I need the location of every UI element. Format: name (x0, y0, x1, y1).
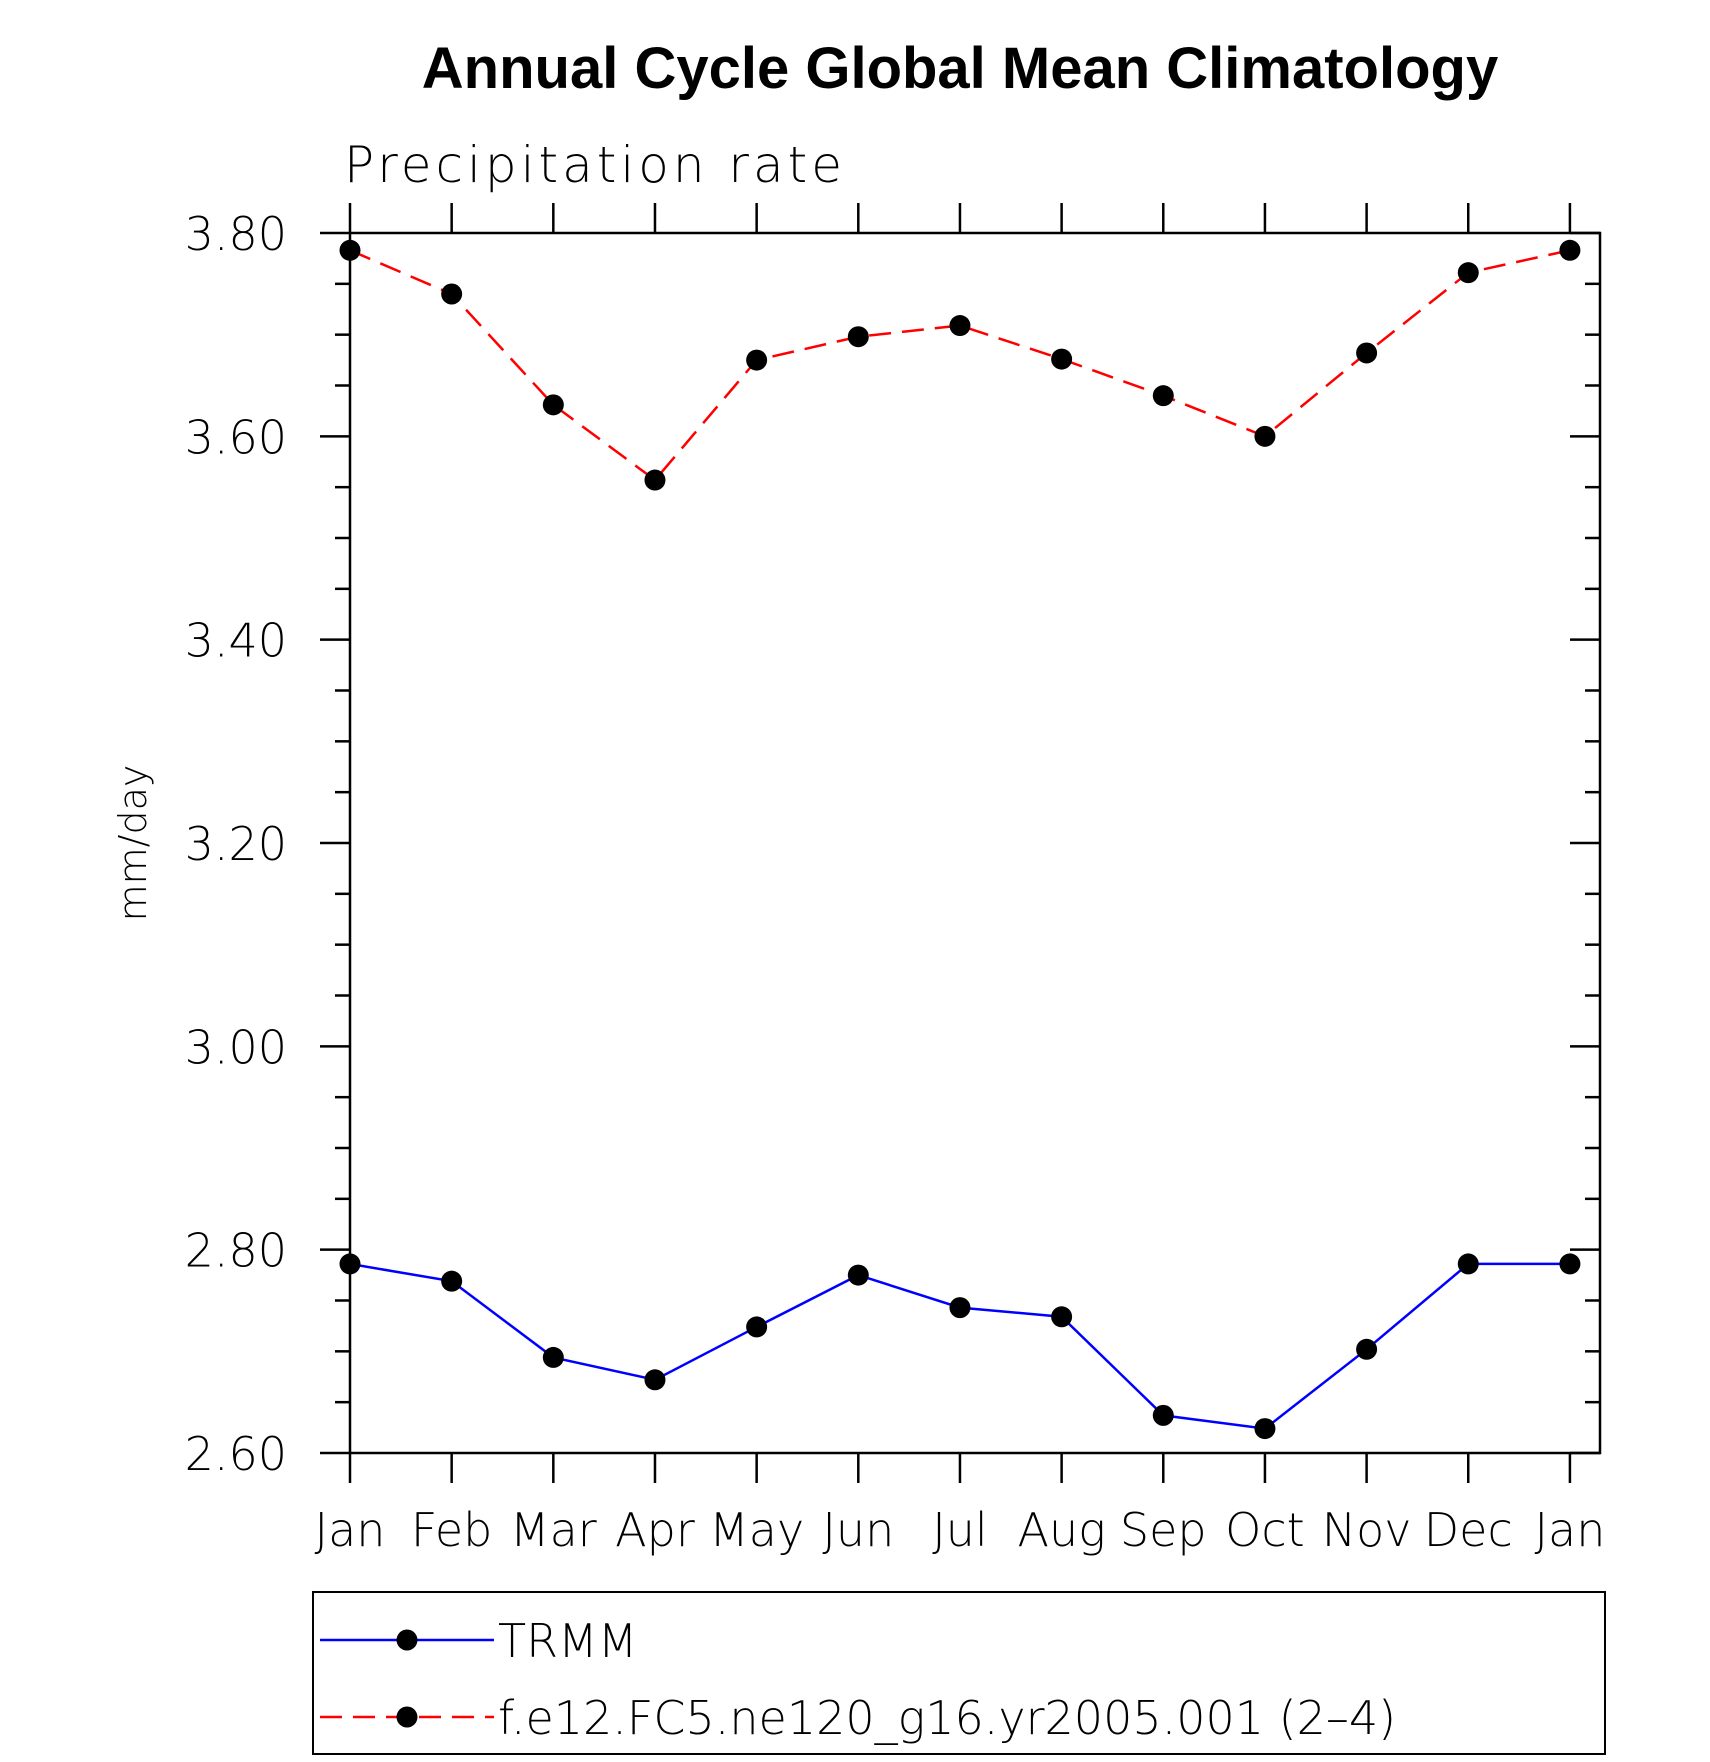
data-point (1051, 1306, 1073, 1328)
data-point (339, 239, 361, 261)
data-point (1559, 239, 1581, 261)
data-point (542, 394, 564, 416)
legend-box (312, 1591, 1606, 1755)
data-point (339, 1253, 361, 1275)
data-point (746, 1316, 768, 1338)
data-point (1152, 1404, 1174, 1426)
x-tick-label: Sep (1120, 1503, 1207, 1557)
legend-items: TRMM f.e12.FC5.ne120_g16.yr2005.001 (2–4) (320, 1614, 1396, 1745)
x-tick-label: Mar (510, 1503, 597, 1557)
data-point (1457, 262, 1479, 284)
data-point (1254, 425, 1276, 447)
data-point (847, 326, 869, 348)
axis-tick-labels: Jan Feb Mar Apr May Jun Jul Aug Sep Oct Nov Dec Jan 2… (185, 207, 1606, 1557)
y-tick-label: 3.80 (185, 207, 287, 261)
data-point (1356, 342, 1378, 364)
data-point (1152, 385, 1174, 407)
data-point (949, 315, 971, 337)
series-layer (339, 239, 1581, 1440)
chart-title: Annual Cycle Global Mean Climatology (422, 36, 1498, 101)
data-point (847, 1264, 869, 1286)
legend-swatch-marker (396, 1629, 418, 1651)
x-tick-label: May (709, 1503, 804, 1557)
data-point (542, 1346, 564, 1368)
series-line (349, 249, 1571, 482)
legend-item-2: f.e12.FC5.ne120_g16.yr2005.001 (2–4) (320, 1691, 1396, 1745)
data-point (1559, 1253, 1581, 1275)
x-tick-label: Jan (315, 1503, 386, 1557)
data-point (949, 1297, 971, 1319)
y-tick-label: 3.00 (185, 1020, 287, 1074)
y-tick-label: 3.60 (185, 410, 287, 464)
y-axis-label: mm/day (111, 765, 155, 922)
y-tick-label: 2.80 (185, 1224, 287, 1278)
chart-subtitle: Precipitation rate (344, 136, 846, 194)
x-tick-label: Aug (1018, 1503, 1106, 1557)
x-tick-label: Jun (822, 1503, 894, 1557)
data-point (441, 283, 463, 305)
y-tick-label: 2.60 (185, 1427, 287, 1481)
x-tick-label: Dec (1424, 1503, 1513, 1557)
data-point (644, 469, 666, 491)
legend-item-1: TRMM (320, 1614, 637, 1668)
x-tick-label: Jan (1534, 1503, 1605, 1557)
data-point (441, 1270, 463, 1292)
legend-label: f.e12.FC5.ne120_g16.yr2005.001 (2–4) (498, 1691, 1396, 1745)
series-1 (339, 1253, 1581, 1440)
x-tick-label: Nov (1322, 1503, 1412, 1557)
data-point (1356, 1338, 1378, 1360)
data-point (1051, 348, 1073, 370)
legend: TRMM f.e12.FC5.ne120_g16.yr2005.001 (2–4) (312, 1591, 1606, 1755)
data-point (746, 349, 768, 371)
x-tick-label: Feb (411, 1503, 492, 1557)
axis-ticks (320, 203, 1600, 1483)
series-line (349, 1262, 1570, 1430)
y-tick-label: 3.40 (185, 614, 287, 668)
plot-frame (348, 231, 1602, 1455)
y-tick-label: 3.20 (185, 817, 287, 871)
x-tick-label: Apr (615, 1503, 695, 1557)
x-tick-label: Jul (932, 1503, 988, 1557)
data-point (1254, 1418, 1276, 1440)
legend-label: TRMM (498, 1614, 637, 1668)
data-point (644, 1369, 666, 1391)
x-tick-label: Oct (1225, 1503, 1305, 1557)
data-point (1457, 1253, 1479, 1275)
legend-swatch-marker (396, 1706, 418, 1728)
series-2 (339, 239, 1581, 491)
